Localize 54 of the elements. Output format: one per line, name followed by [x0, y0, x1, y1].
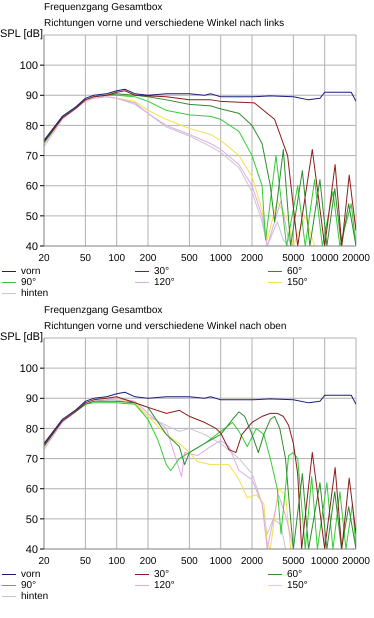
y-tick-label: 40: [26, 240, 38, 253]
y-axis-title: SPL [dB]: [0, 331, 44, 343]
legend-label: 90°: [21, 277, 36, 288]
legend-label: hinten: [21, 591, 48, 602]
chart-title: Frequenzgang Gesamtbox: [44, 1, 164, 15]
x-tick-label: 10000: [310, 253, 340, 264]
x-tick-label: 2000: [240, 253, 264, 264]
x-tick-label: 1000: [210, 253, 232, 264]
y-tick-label: 100: [20, 363, 38, 376]
chart-title: Frequenzgang Gesamtbox: [44, 304, 164, 318]
y-tick-label: 100: [20, 60, 38, 72]
legend-label: hinten: [21, 288, 48, 299]
legend-label: vorn: [21, 569, 40, 580]
chart-subtitle: Richtungen vorne und verschiedene Winkel nach links: [44, 17, 286, 31]
x-tick-label: 200: [140, 556, 157, 568]
y-tick-label: 80: [26, 120, 38, 132]
x-tick-label: 20: [38, 253, 50, 264]
x-tick-label: 20000: [342, 253, 370, 264]
x-tick-label: 10000: [310, 556, 340, 568]
legend-label: 30°: [154, 569, 170, 580]
legend-label: vorn: [21, 266, 40, 277]
legend-label: 120°: [154, 580, 175, 591]
legend-label: 120°: [154, 277, 175, 288]
legend-label: 90°: [21, 580, 36, 591]
x-tick-label: 50: [80, 253, 92, 264]
y-tick-label: 80: [26, 423, 38, 436]
y-tick-label: 40: [26, 544, 38, 556]
chart-subtitle: Richtungen vorne und verschiedene Winkel nach oben: [44, 320, 288, 334]
legend-label: 150°: [287, 277, 308, 288]
legend-label: 60°: [287, 266, 302, 277]
y-axis-title: SPL [dB]: [0, 28, 44, 40]
y-tick-label: 60: [26, 484, 38, 496]
x-tick-label: 100: [108, 253, 126, 264]
y-tick-label: 60: [26, 180, 38, 193]
legend-label: 60°: [287, 569, 302, 580]
x-tick-label: 100: [108, 556, 126, 568]
y-tick-label: 70: [26, 453, 38, 466]
y-tick-label: 90: [26, 393, 38, 406]
legend-label: 30°: [154, 266, 170, 277]
x-tick-label: 1000: [210, 556, 232, 568]
x-tick-label: 200: [140, 253, 157, 264]
legend-label: 150°: [287, 580, 308, 591]
x-tick-label: 2000: [240, 556, 264, 568]
x-tick-label: 5000: [282, 253, 305, 264]
y-tick-label: 50: [26, 210, 38, 223]
x-tick-label: 20: [38, 556, 50, 568]
x-tick-label: 500: [181, 556, 198, 568]
x-tick-label: 20000: [342, 556, 370, 568]
y-tick-label: 90: [26, 90, 38, 102]
x-tick-label: 500: [181, 253, 198, 264]
x-tick-label: 5000: [282, 556, 305, 568]
y-tick-label: 50: [26, 514, 38, 526]
x-tick-label: 50: [80, 556, 92, 568]
y-tick-label: 70: [26, 150, 38, 162]
